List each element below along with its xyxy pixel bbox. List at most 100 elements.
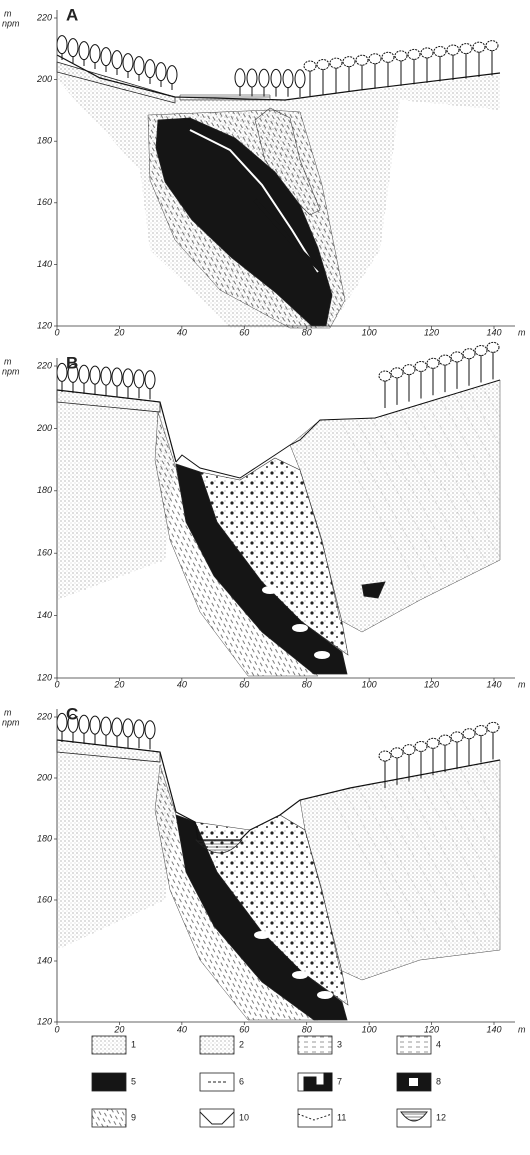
x-tick-label: 100 [362,1024,377,1034]
panel-label: C [66,704,78,723]
tree-crown [235,69,245,87]
x-tick-label: 80 [302,679,312,689]
void [292,624,308,632]
x-tick-label: 40 [177,1024,187,1034]
x-tick-label: 40 [177,327,187,337]
x-tick-label: 0 [54,327,59,337]
y-tick-label: 120 [37,1016,52,1026]
tree-crown [68,39,78,57]
y-tick-label: 160 [37,548,52,558]
y-tick-label: 220 [36,360,52,370]
tree-crown [439,355,451,365]
tree-crown [408,49,420,59]
y-tick-label: 220 [36,711,52,721]
y-unit-sub: npm [2,366,20,376]
tree-crown [101,717,111,735]
tree-crown [330,58,342,68]
tree-crown [156,63,166,81]
tree-crown [434,46,446,56]
tree-crown [101,367,111,385]
legend-number: 1 [131,1039,136,1049]
tree-crown [295,70,305,88]
tree-crown [451,352,463,362]
tree-crown [369,54,381,64]
tree-crown [403,365,415,375]
tree-crown [123,719,133,737]
tree-crown [134,720,144,738]
tree-crown [415,741,427,751]
tree-crown [134,57,144,75]
legend-symbol [409,1078,418,1086]
y-tick-label: 160 [37,894,52,904]
void [314,651,330,659]
legend-swatch [298,1036,332,1054]
y-tick-label: 140 [37,610,52,620]
tree-crown [391,748,403,758]
legend-swatch [92,1109,126,1127]
tree-crown [101,48,111,66]
tree-crown [379,371,391,381]
x-tick-label: 100 [362,679,377,689]
tree-crown [487,342,499,352]
tree-crown [439,735,451,745]
figure: Amnpmm2202001801601401200204060801001201… [0,0,530,1155]
legend-number: 8 [436,1076,441,1086]
y-tick-label: 180 [37,833,52,843]
tree-crown [57,36,67,54]
tree-crown [79,715,89,733]
y-tick-label: 220 [36,12,52,22]
tree-crown [259,69,269,87]
tree-crown [90,366,100,384]
tree-crown [112,718,122,736]
tree-crown [79,42,89,60]
x-tick-label: 20 [113,327,124,337]
tree-crown [90,716,100,734]
panel-label: B [66,353,78,372]
y-unit-sub: npm [2,717,20,727]
tree-crown [90,45,100,63]
tree-crown [460,44,472,54]
x-tick-label: 140 [486,327,501,337]
tree-crown [356,55,368,65]
legend-number: 9 [131,1112,136,1122]
x-unit: m [518,1024,526,1034]
tree-crown [382,52,394,62]
x-unit: m [518,679,526,689]
tree-crown [379,751,391,761]
legend-number: 11 [337,1112,346,1122]
tree-crown [473,42,485,52]
panel-label: A [66,5,78,24]
legend-number: 10 [239,1112,249,1122]
x-tick-label: 100 [362,327,377,337]
y-tick-label: 180 [37,136,52,146]
y-tick-label: 140 [37,259,52,269]
x-tick-label: 80 [302,1024,312,1034]
tree-crown [463,729,475,739]
tree-crown [123,54,133,72]
tree-crown [463,349,475,359]
legend-number: 6 [239,1076,244,1086]
x-tick-label: 60 [239,327,249,337]
tree-crown [145,721,155,739]
x-tick-label: 80 [302,327,312,337]
tree-crown [415,361,427,371]
y-tick-label: 140 [37,955,52,965]
y-tick-label: 200 [36,74,52,84]
x-tick-label: 0 [54,679,59,689]
x-tick-label: 20 [113,1024,124,1034]
y-tick-label: 200 [36,772,52,782]
tree-crown [112,368,122,386]
tree-crown [403,745,415,755]
x-unit: m [518,327,526,337]
tree-crown [145,60,155,78]
tree-crown [421,48,433,58]
water [180,95,270,100]
legend-swatch [92,1073,126,1091]
y-unit: m [4,356,12,366]
tree-crown [317,60,329,70]
x-tick-label: 60 [239,679,249,689]
x-tick-label: 20 [113,679,124,689]
legend-swatch [200,1073,234,1091]
tree-crown [427,738,439,748]
tree-crown [271,69,281,87]
